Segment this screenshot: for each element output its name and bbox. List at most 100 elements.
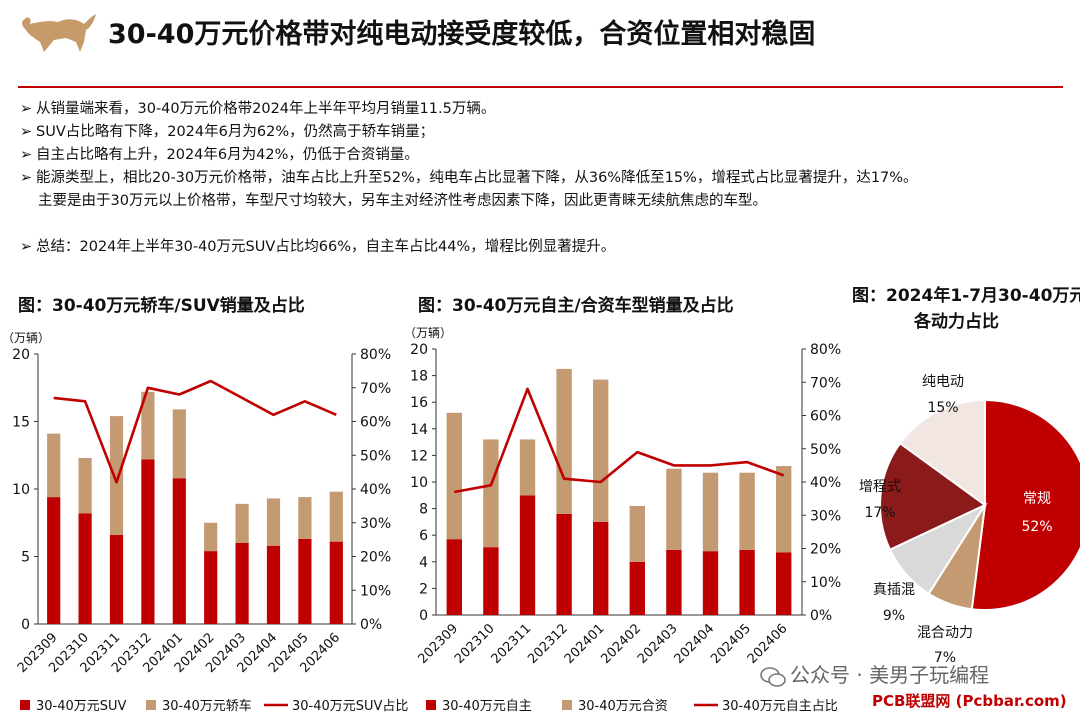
chart2-legend-swatch bbox=[426, 700, 436, 710]
chart2-bar-30-40万元合资 bbox=[556, 368, 572, 514]
chart1-bar-30-40万元轿车 bbox=[266, 498, 281, 546]
chart2-y-tick-label: 0 bbox=[419, 608, 428, 624]
pie-label-name: 常规 bbox=[1023, 491, 1051, 507]
bullet-continuation: 主要是由于30万元以上价格带，车型尺寸均较大，另车主对经济性考虑因素下降，因此更… bbox=[38, 193, 767, 209]
chart2-x-tick-label: 202311 bbox=[489, 621, 535, 667]
chart2-x-tick-label: 202309 bbox=[415, 621, 461, 667]
title-divider bbox=[18, 86, 1063, 88]
chart2-y2-tick-label: 80% bbox=[810, 342, 841, 358]
chart1-bar-30-40万元SUV bbox=[266, 545, 281, 624]
chart1-bar-30-40万元SUV bbox=[235, 543, 249, 624]
pie-label-name: 增程式 bbox=[859, 479, 901, 495]
chart2-x-tick-label: 202404 bbox=[672, 621, 718, 667]
chart1-bar-30-40万元轿车 bbox=[298, 497, 312, 539]
chart2-y2-tick-label: 60% bbox=[810, 409, 841, 425]
chart1-bar-30-40万元轿车 bbox=[109, 416, 124, 535]
chart1-y2-tick-label: 70% bbox=[360, 381, 391, 397]
chart2-bar-30-40万元自主 bbox=[739, 549, 755, 615]
chart2-y2-tick-label: 20% bbox=[810, 542, 841, 558]
chart3-title-line2: 各动力占比 bbox=[914, 312, 999, 332]
chart2-bar-30-40万元自主 bbox=[629, 561, 645, 615]
chart1-bar-30-40万元轿车 bbox=[78, 457, 92, 514]
pie-label-value: 52% bbox=[1021, 519, 1052, 535]
chart2-y2-tick-label: 50% bbox=[810, 442, 841, 458]
chart2-bar-30-40万元合资 bbox=[739, 472, 755, 550]
chart1-legend-label: 30-40万元SUV bbox=[36, 699, 127, 714]
chart1-y2-tick-label: 0% bbox=[360, 617, 382, 633]
chart1-bar-30-40万元轿车 bbox=[204, 522, 218, 552]
bullet-marker: ➢ bbox=[20, 147, 33, 163]
chart2-line-30-40万元自主占比 bbox=[454, 387, 785, 494]
pie-label-value: 9% bbox=[883, 608, 905, 624]
chart1-y-tick-label: 15 bbox=[12, 415, 30, 431]
chart1-y-tick-label: 5 bbox=[21, 550, 30, 566]
bull-logo-icon bbox=[22, 14, 96, 52]
bullet-item: ➢ 从销量端来看，30-40万元价格带2024年上半年平均月销量11.5万辆。 bbox=[20, 98, 1070, 121]
chart2-bar-30-40万元自主 bbox=[776, 552, 792, 615]
chart1-y-tick-label: 20 bbox=[12, 347, 30, 363]
chart2-y-tick-label: 2 bbox=[419, 581, 428, 597]
chart1-y2-tick-label: 30% bbox=[360, 516, 391, 532]
pie-label-value: 7% bbox=[934, 650, 956, 666]
pie-label-name: 纯电动 bbox=[922, 374, 964, 390]
chart1-legend-label: 30-40万元SUV占比 bbox=[292, 699, 408, 714]
chart2-y2-tick-label: 40% bbox=[810, 475, 841, 491]
chart2-y2-tick-label: 10% bbox=[810, 575, 841, 591]
chart1-legend-swatch bbox=[146, 700, 156, 710]
chart2-bar-30-40万元合资 bbox=[593, 379, 609, 522]
chart1-y2-tick-label: 80% bbox=[360, 347, 391, 363]
chart1-bar-30-40万元SUV bbox=[172, 478, 186, 624]
chart2-legend-swatch bbox=[562, 700, 572, 710]
chart2-bar-30-40万元合资 bbox=[446, 412, 462, 540]
bullet-text: SUV占比略有下降，2024年6月为62%，仍然高于轿车销量； bbox=[36, 124, 435, 140]
bullet-item: ➢ 能源类型上，相比20-30万元价格带，油车占比上升至52%，纯电车占比显著下降… bbox=[20, 167, 1070, 190]
summary-text: 总结：2024年上半年30-40万元SUV占比均66%，自主车占比44%，增程比… bbox=[36, 239, 616, 255]
header: 30-40万元价格带对纯电动接受度较低，合资位置相对稳固 bbox=[0, 0, 1080, 90]
chart3-title-line1: 图：2024年1-7月30-40万元 bbox=[852, 286, 1080, 306]
chart1-y-unit-label: （万辆） bbox=[2, 331, 50, 345]
chart2-x-tick-label: 202403 bbox=[635, 621, 681, 667]
watermark-text: 公众号 · 美男子玩编程 bbox=[790, 663, 990, 687]
chart2-bar-30-40万元合资 bbox=[483, 439, 499, 548]
chart2-y2-tick-label: 30% bbox=[810, 508, 841, 524]
bullet-marker: ➢ bbox=[20, 239, 33, 255]
chart2-x-tick-label: 202312 bbox=[525, 621, 571, 667]
chart1-bar-30-40万元SUV bbox=[109, 534, 124, 624]
chart1-bar-30-40万元SUV bbox=[78, 513, 92, 624]
chart1-y2-tick-label: 60% bbox=[360, 415, 391, 431]
chart2-y-tick-label: 16 bbox=[410, 395, 428, 411]
chart2-bar-30-40万元自主 bbox=[446, 539, 462, 615]
chart2-y-unit-label: （万辆） bbox=[404, 326, 452, 340]
chart2-bar-30-40万元合资 bbox=[702, 472, 719, 552]
chart2-bar-30-40万元合资 bbox=[776, 466, 792, 553]
pie-label-name: 混合动力 bbox=[917, 625, 973, 641]
pie-label-value: 15% bbox=[927, 400, 958, 416]
watermark: 公众号 · 美男子玩编程 bbox=[760, 659, 989, 688]
chart2-y-tick-label: 6 bbox=[419, 528, 428, 544]
bullet-marker: ➢ bbox=[20, 124, 33, 140]
chart2-bar-30-40万元自主 bbox=[593, 521, 609, 615]
chart2-x-tick-label: 202402 bbox=[598, 621, 644, 667]
chart1-y2-tick-label: 40% bbox=[360, 482, 391, 498]
chart1-bar-30-40万元SUV bbox=[141, 459, 155, 624]
chart1-y2-tick-label: 20% bbox=[360, 550, 391, 566]
pie-slice-常规 bbox=[970, 398, 1080, 611]
chart2-bar-30-40万元合资 bbox=[666, 468, 682, 550]
chart2-legend-label: 30-40万元合资 bbox=[578, 699, 668, 714]
chart1-bar-30-40万元SUV bbox=[47, 497, 61, 624]
chart1-bar-30-40万元轿车 bbox=[235, 503, 249, 543]
chart2-y-tick-label: 14 bbox=[410, 422, 428, 438]
chart1-bar-30-40万元SUV bbox=[329, 541, 343, 624]
chart1-legend-label: 30-40万元轿车 bbox=[162, 698, 252, 714]
chart2-x-tick-label: 202310 bbox=[452, 621, 498, 667]
summary-item: ➢ 总结：2024年上半年30-40万元SUV占比均66%，自主车占比44%，增程… bbox=[20, 236, 1070, 259]
page-title: 30-40万元价格带对纯电动接受度较低，合资位置相对稳固 bbox=[108, 19, 816, 50]
bullet-marker: ➢ bbox=[20, 101, 33, 117]
bullet-text: 自主占比略有上升，2024年6月为42%，仍低于合资销量。 bbox=[36, 147, 419, 163]
chart2-x-tick-label: 202401 bbox=[562, 621, 608, 667]
chart2-bar-30-40万元合资 bbox=[629, 505, 645, 562]
chart1-y2-tick-label: 50% bbox=[360, 448, 391, 464]
chart2-y-tick-label: 12 bbox=[410, 448, 428, 464]
pie-slice-增程式 bbox=[879, 441, 987, 552]
